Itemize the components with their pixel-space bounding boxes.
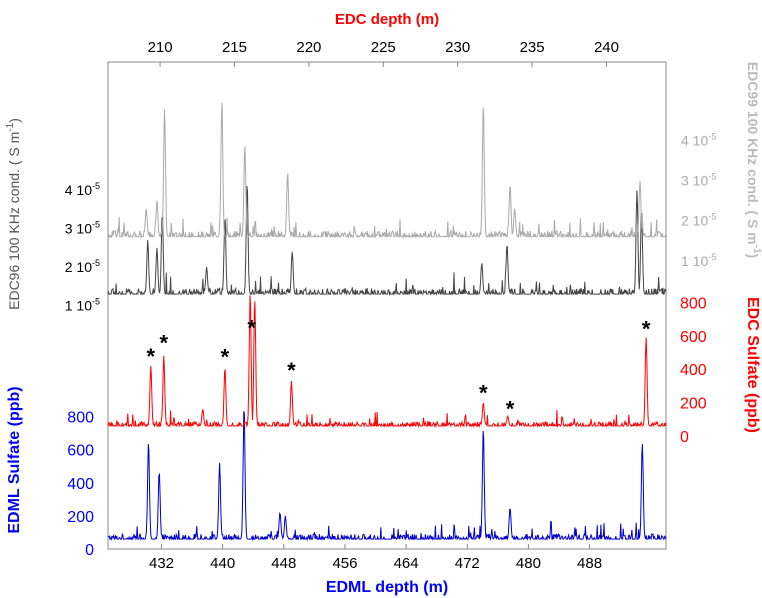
peak-asterisk-1: * [160, 330, 169, 355]
right-sulfate-tick-2: 400 [680, 362, 707, 379]
left-cond-tick-mantissa-0: 1 10 [65, 298, 92, 314]
top-tick-label-1: 215 [222, 39, 247, 56]
series-line-1 [107, 295, 667, 428]
right-cond-axis-label-sup: -1 [751, 245, 762, 254]
right-cond-axis-label-main: EDC99 100 KHz cond. ( S m [745, 62, 761, 245]
annotation-layer: ******** [147, 315, 651, 421]
peak-asterisk-7: * [642, 316, 651, 341]
right-cond-tick-mantissa-3: 4 10 [681, 132, 708, 148]
right-cond-axis-label: EDC99 100 KHz cond. ( S m-1) [745, 62, 762, 258]
peak-asterisk-3: * [247, 315, 256, 340]
bottom-tick-label-6: 480 [516, 555, 541, 572]
left-cond-tick-mantissa-3: 4 10 [65, 182, 92, 198]
left-sulfate-axis-label: EDML Sulfate (ppb) [6, 386, 23, 533]
right-cond-tick-mantissa-1: 2 10 [681, 213, 708, 229]
right-sulfate-tick-3: 600 [680, 329, 707, 346]
left-cond-axis-label-main: EDC96 100 KHz cond. ( S m [6, 132, 22, 310]
peak-asterisk-5: * [479, 381, 488, 406]
series-line-2 [107, 185, 667, 297]
left-sulfate-ticks: 0 200 400 600 800 [67, 410, 94, 559]
top-axis-label: EDC depth (m) [335, 11, 439, 28]
right-cond-tick-exponent-3: -5 [708, 131, 716, 141]
left-cond-axis-label: EDC96 100 KHz cond. ( S m-1) [5, 118, 22, 310]
right-cond-tick-0: 1 10-5 [681, 252, 716, 269]
series-layer [107, 102, 667, 542]
bottom-tick-label-7: 488 [577, 555, 602, 572]
bottom-tick-label-3: 456 [332, 555, 357, 572]
bottom-axis-label: EDML depth (m) [326, 579, 448, 596]
left-cond-axis-label-sup: -1 [5, 122, 16, 131]
top-tick-label-4: 230 [445, 39, 470, 56]
left-cond-tick-exponent-3: -5 [92, 181, 100, 191]
right-cond-tick-exponent-2: -5 [708, 171, 716, 181]
left-cond-tick-2: 3 10-5 [65, 220, 100, 237]
right-cond-axis-label-suffix: ) [745, 254, 761, 259]
left-sulfate-tick-3: 600 [67, 443, 94, 460]
left-cond-tick-1: 2 10-5 [65, 258, 100, 275]
right-cond-tick-2: 3 10-5 [681, 171, 716, 188]
right-sulfate-ticks: 0 200 400 600 800 [680, 295, 707, 446]
left-sulfate-tick-2: 400 [67, 476, 94, 493]
left-cond-ticks: 1 10-52 10-53 10-54 10-5 [65, 181, 100, 314]
right-cond-tick-3: 4 10-5 [681, 131, 716, 148]
peak-asterisk-4: * [287, 358, 296, 383]
bottom-tick-label-0: 432 [149, 555, 174, 572]
series-line-3 [107, 102, 667, 239]
right-cond-tick-exponent-1: -5 [708, 212, 716, 222]
left-cond-tick-3: 4 10-5 [65, 181, 100, 198]
right-sulfate-tick-0: 0 [680, 429, 689, 446]
right-cond-tick-mantissa-0: 1 10 [681, 253, 708, 269]
plot-frame [107, 61, 667, 550]
right-cond-tick-exponent-0: -5 [708, 252, 716, 262]
right-cond-ticks: 1 10-52 10-53 10-54 10-5 [681, 131, 716, 269]
peak-asterisk-0: * [147, 344, 156, 369]
right-cond-tick-1: 2 10-5 [681, 212, 716, 229]
left-cond-tick-exponent-1: -5 [92, 258, 100, 268]
top-tick-label-5: 235 [520, 39, 545, 56]
left-cond-tick-0: 1 10-5 [65, 297, 100, 314]
left-sulfate-tick-1: 200 [67, 509, 94, 526]
top-tick-label-2: 220 [296, 39, 321, 56]
bottom-tick-label-5: 472 [455, 555, 480, 572]
series-line-0 [107, 410, 667, 542]
left-cond-tick-mantissa-2: 3 10 [65, 221, 92, 237]
top-tick-label-3: 225 [371, 39, 396, 56]
left-cond-axis-label-suffix: ) [6, 118, 22, 123]
bottom-tick-label-1: 440 [210, 555, 235, 572]
bottom-tick-label-2: 448 [271, 555, 296, 572]
bottom-ticks: 432 440 448 456 464 472 480 488 [149, 544, 602, 572]
left-cond-tick-mantissa-1: 2 10 [65, 259, 92, 275]
left-cond-tick-exponent-0: -5 [92, 297, 100, 307]
peak-asterisk-2: * [221, 345, 230, 370]
top-tick-label-0: 210 [148, 39, 173, 56]
peak-asterisk-6: * [506, 396, 515, 421]
left-sulfate-tick-4: 800 [67, 410, 94, 427]
left-cond-tick-exponent-2: -5 [92, 220, 100, 230]
right-sulfate-tick-4: 800 [680, 295, 707, 312]
left-sulfate-tick-0: 0 [85, 542, 94, 559]
top-ticks: 210 215 220 225 230 235 240 [148, 39, 619, 67]
right-sulfate-axis-label: EDC Sulfate (ppb) [744, 297, 761, 433]
top-tick-label-6: 240 [594, 39, 619, 56]
right-cond-tick-mantissa-2: 3 10 [681, 172, 708, 188]
right-sulfate-tick-1: 200 [680, 396, 707, 413]
bottom-tick-label-4: 464 [394, 555, 419, 572]
